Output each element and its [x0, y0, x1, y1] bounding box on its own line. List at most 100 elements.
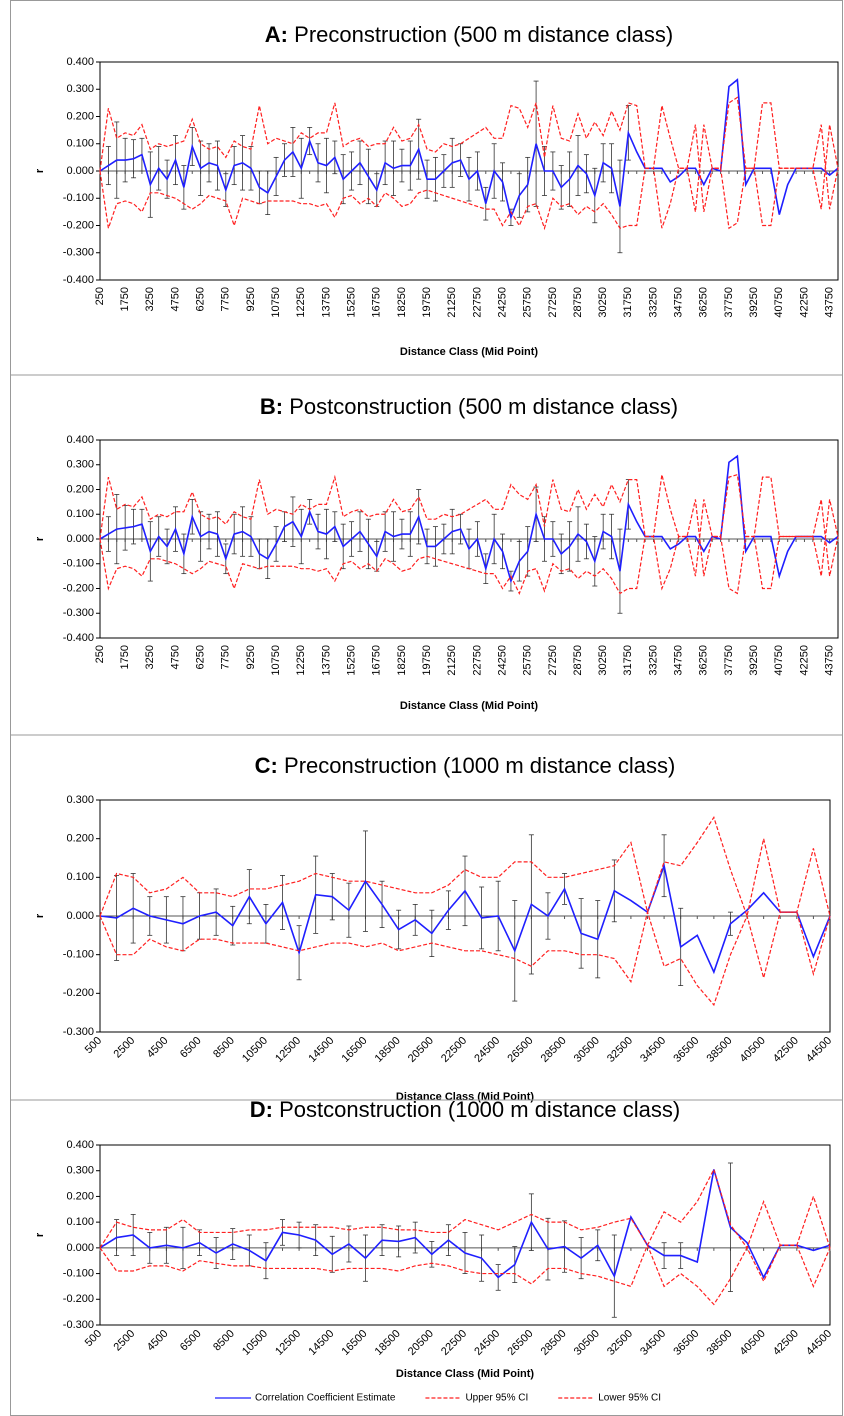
x-tick-label: 38500 [705, 1328, 735, 1358]
x-tick-label: 3250 [144, 287, 156, 311]
x-tick-label: 43750 [824, 287, 836, 318]
x-tick-label: 24500 [472, 1328, 502, 1358]
x-tick-label: 28750 [572, 645, 584, 676]
x-tick-label: 43750 [824, 645, 836, 676]
x-tick-label: 10500 [240, 1328, 270, 1358]
x-tick-label: 39250 [748, 645, 760, 676]
y-tick-label: 0.100 [66, 508, 94, 520]
x-tick-label: 19750 [421, 287, 433, 318]
x-tick-label: 13750 [320, 287, 332, 318]
series-line [99, 862, 831, 975]
y-axis-title: r [34, 913, 46, 918]
y-tick-label: 0.100 [66, 871, 94, 883]
series-line [99, 499, 839, 595]
x-tick-label: 18500 [373, 1035, 403, 1065]
y-tick-label: -0.100 [63, 949, 94, 961]
x-tick-label: 6500 [178, 1035, 204, 1061]
x-tick-label: 34500 [638, 1035, 668, 1065]
x-tick-label: 40750 [773, 645, 785, 676]
y-tick-label: 0.200 [66, 483, 94, 495]
x-tick-label: 10500 [240, 1035, 270, 1065]
y-tick-label: 0.000 [66, 1242, 94, 1254]
x-tick-label: 20500 [406, 1328, 436, 1358]
x-tick-label: 22750 [471, 287, 483, 318]
x-tick-label: 24250 [496, 645, 508, 676]
x-tick-label: 4750 [169, 645, 181, 669]
x-tick-label: 34750 [673, 645, 685, 676]
x-tick-label: 9250 [245, 645, 257, 669]
legend-label: Lower 95% CI [598, 1393, 661, 1404]
x-tick-label: 10750 [270, 645, 282, 676]
series-line [99, 1167, 831, 1250]
x-tick-label: 6250 [195, 287, 207, 311]
x-tick-label: 500 [83, 1328, 104, 1349]
y-tick-label: -0.100 [63, 1267, 94, 1279]
y-tick-label: 0.000 [66, 533, 94, 545]
x-axis-title: Distance Class (Mid Point) [396, 1368, 534, 1380]
y-tick-label: 0.100 [66, 1216, 94, 1228]
x-tick-label: 34500 [638, 1328, 668, 1358]
x-tick-label: 1750 [119, 645, 131, 669]
x-tick-label: 12250 [295, 645, 307, 676]
series-line [99, 909, 831, 1007]
x-tick-label: 34750 [673, 287, 685, 318]
chart-title: B: Postconstruction (500 m distance clas… [260, 394, 678, 419]
x-tick-label: 30500 [572, 1035, 602, 1065]
panel-label: B: [260, 394, 283, 419]
x-tick-label: 18250 [396, 645, 408, 676]
x-tick-label: 30500 [572, 1328, 602, 1358]
y-tick-label: -0.300 [63, 1026, 94, 1038]
x-tick-label: 12250 [295, 287, 307, 318]
title-text: Postconstruction (500 m distance class) [289, 394, 678, 419]
x-tick-label: 15250 [345, 645, 357, 676]
x-tick-label: 27250 [547, 645, 559, 676]
y-tick-label: 0.300 [66, 794, 94, 806]
x-tick-label: 36250 [698, 287, 710, 318]
x-tick-label: 500 [83, 1035, 104, 1056]
y-tick-label: 0.100 [66, 138, 94, 150]
y-tick-label: 0.400 [66, 434, 94, 446]
x-tick-label: 24500 [472, 1035, 502, 1065]
chart-title: D: Postconstruction (1000 m distance cla… [250, 1097, 680, 1122]
x-tick-label: 21250 [446, 287, 458, 318]
x-tick-label: 30250 [597, 287, 609, 318]
x-tick-label: 4500 [145, 1328, 171, 1354]
title-text: Postconstruction (1000 m distance class) [279, 1097, 680, 1122]
x-tick-label: 27250 [547, 287, 559, 318]
x-tick-label: 22500 [439, 1035, 469, 1065]
x-tick-label: 22500 [439, 1328, 469, 1358]
x-tick-label: 16500 [340, 1328, 370, 1358]
x-tick-label: 25750 [522, 287, 534, 318]
y-axis-title: r [34, 168, 46, 173]
x-tick-label: 44500 [804, 1328, 834, 1358]
x-tick-label: 8500 [211, 1035, 237, 1061]
x-tick-label: 14500 [306, 1328, 336, 1358]
y-tick-label: -0.300 [63, 607, 94, 619]
y-tick-label: -0.100 [63, 192, 94, 204]
x-tick-label: 12500 [273, 1328, 303, 1358]
y-tick-label: -0.200 [63, 1293, 94, 1305]
x-tick-label: 24250 [496, 287, 508, 318]
x-tick-label: 25750 [522, 645, 534, 676]
x-tick-label: 33250 [647, 287, 659, 318]
x-tick-label: 33250 [647, 645, 659, 676]
y-tick-label: 0.300 [66, 459, 94, 471]
y-tick-label: 0.000 [66, 165, 94, 177]
series-line [99, 124, 839, 231]
x-tick-label: 37750 [723, 287, 735, 318]
title-text: Preconstruction (500 m distance class) [294, 22, 673, 47]
x-tick-label: 16750 [371, 287, 383, 318]
x-tick-label: 9250 [245, 287, 257, 311]
y-tick-label: 0.400 [66, 56, 94, 68]
x-tick-label: 20500 [406, 1035, 436, 1065]
x-tick-label: 30250 [597, 645, 609, 676]
y-tick-label: -0.300 [63, 247, 94, 259]
x-tick-label: 42250 [798, 645, 810, 676]
y-tick-label: -0.400 [63, 632, 94, 644]
x-tick-label: 21250 [446, 645, 458, 676]
x-tick-label: 18500 [373, 1328, 403, 1358]
x-tick-label: 7750 [220, 645, 232, 669]
y-tick-label: -0.200 [63, 582, 94, 594]
